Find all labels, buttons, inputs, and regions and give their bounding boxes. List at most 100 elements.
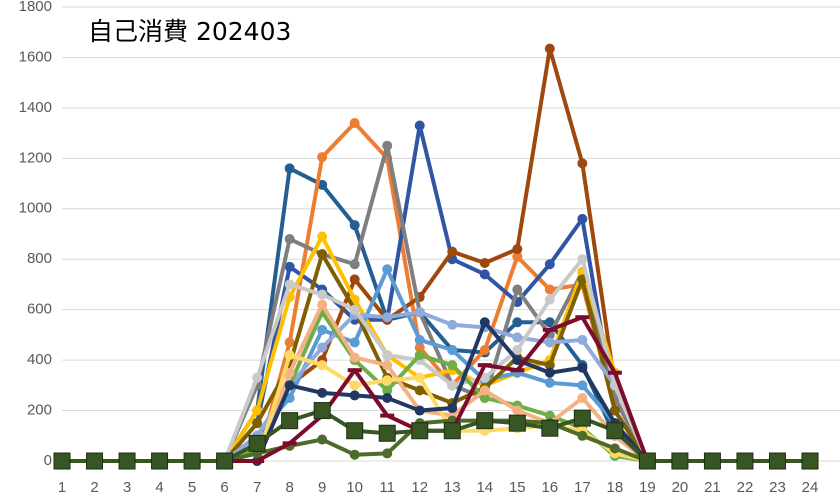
marker xyxy=(284,279,295,290)
marker xyxy=(317,249,328,260)
marker xyxy=(768,452,786,470)
marker xyxy=(317,289,328,300)
marker xyxy=(577,392,588,403)
marker xyxy=(382,140,393,151)
series-line xyxy=(62,310,810,463)
marker xyxy=(577,254,588,265)
marker xyxy=(544,284,555,295)
marker xyxy=(414,385,425,396)
marker xyxy=(577,158,588,169)
marker xyxy=(313,402,331,420)
marker xyxy=(382,264,393,275)
plot xyxy=(53,43,819,470)
x-tick-label: 11 xyxy=(379,479,395,496)
marker xyxy=(382,375,393,386)
marker xyxy=(414,334,425,345)
marker xyxy=(284,380,295,391)
x-tick-label: 3 xyxy=(123,479,131,496)
marker xyxy=(479,345,490,356)
marker xyxy=(284,234,295,245)
series-line xyxy=(62,166,810,463)
y-tick-label: 1800 xyxy=(19,0,52,15)
marker xyxy=(414,342,425,353)
x-tick-label: 20 xyxy=(672,479,689,496)
x-tick-label: 12 xyxy=(411,479,428,496)
marker xyxy=(512,405,523,416)
x-tick-label: 16 xyxy=(541,479,558,496)
marker xyxy=(252,405,263,416)
marker xyxy=(86,452,104,470)
marker xyxy=(382,312,393,323)
marker xyxy=(216,452,234,470)
marker xyxy=(447,319,458,330)
marker xyxy=(512,244,523,255)
marker xyxy=(252,372,263,383)
x-tick-label: 2 xyxy=(90,479,98,496)
marker xyxy=(736,452,754,470)
x-tick-label: 19 xyxy=(639,479,656,496)
y-tick-label: 1200 xyxy=(19,149,52,166)
marker xyxy=(443,422,461,440)
marker xyxy=(349,220,360,231)
marker xyxy=(479,258,490,269)
marker xyxy=(479,317,490,328)
marker xyxy=(512,284,523,295)
marker xyxy=(544,367,555,378)
marker xyxy=(447,345,458,356)
x-tick-label: 15 xyxy=(509,479,526,496)
marker xyxy=(544,377,555,388)
marker xyxy=(606,422,624,440)
x-tick-label: 23 xyxy=(769,479,786,496)
marker xyxy=(281,412,299,430)
chart-title: 自己消費 202403 xyxy=(88,17,291,46)
x-tick-label: 7 xyxy=(253,479,261,496)
marker xyxy=(382,385,393,396)
marker xyxy=(317,434,328,445)
marker xyxy=(382,360,393,371)
marker xyxy=(577,334,588,345)
marker xyxy=(346,422,364,440)
marker xyxy=(349,274,360,285)
marker xyxy=(317,299,328,310)
x-tick-label: 5 xyxy=(188,479,196,496)
marker xyxy=(349,380,360,391)
x-tick-label: 17 xyxy=(574,479,591,496)
marker xyxy=(284,367,295,378)
marker xyxy=(544,294,555,305)
marker xyxy=(382,392,393,403)
marker xyxy=(609,443,620,454)
marker xyxy=(476,412,494,430)
marker xyxy=(544,259,555,270)
marker xyxy=(349,449,360,460)
marker xyxy=(349,259,360,270)
marker xyxy=(317,324,328,335)
x-tick-label: 9 xyxy=(318,479,326,496)
marker xyxy=(382,448,393,459)
marker xyxy=(544,43,555,54)
series-line xyxy=(62,310,810,463)
marker xyxy=(414,120,425,131)
marker xyxy=(284,163,295,174)
x-tick-label: 13 xyxy=(444,479,461,496)
marker xyxy=(349,304,360,315)
marker xyxy=(479,372,490,383)
marker xyxy=(479,269,490,280)
marker xyxy=(447,246,458,257)
series-line xyxy=(62,408,810,463)
marker xyxy=(512,332,523,343)
marker xyxy=(284,337,295,348)
x-tick-label: 8 xyxy=(285,479,293,496)
x-tick-label: 18 xyxy=(607,479,624,496)
y-tick-label: 0 xyxy=(44,452,52,469)
marker xyxy=(317,387,328,398)
x-tick-label: 4 xyxy=(155,479,163,496)
marker xyxy=(638,452,656,470)
marker xyxy=(703,452,721,470)
marker xyxy=(183,452,201,470)
marker xyxy=(479,392,490,403)
marker xyxy=(512,251,523,262)
x-tick-label: 6 xyxy=(220,479,228,496)
marker xyxy=(544,410,555,421)
